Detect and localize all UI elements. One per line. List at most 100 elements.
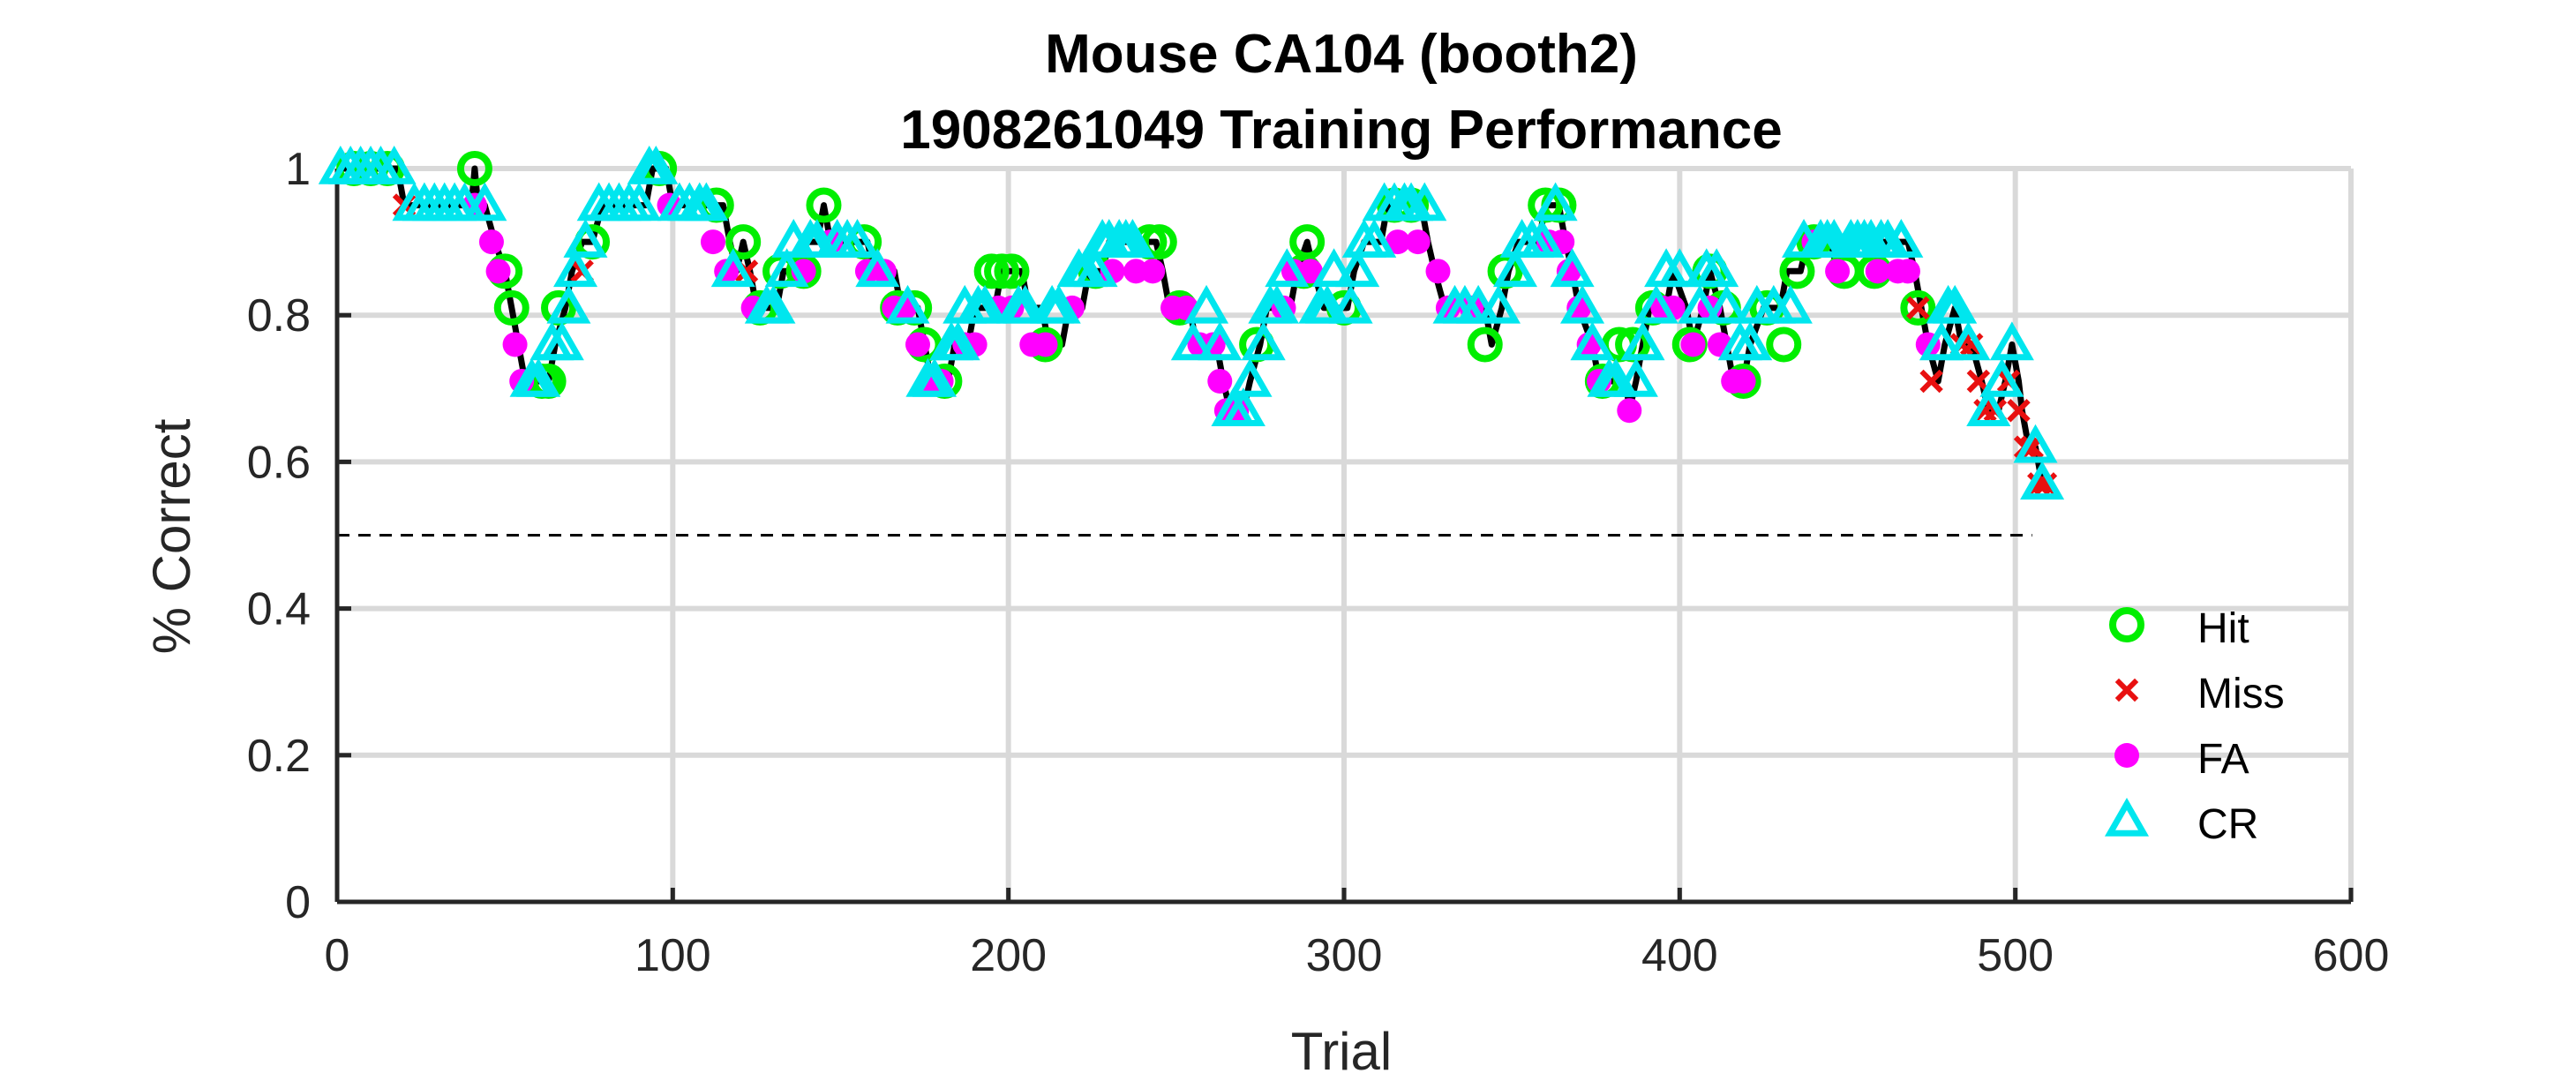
cr-point-62 — [1170, 321, 1215, 361]
cr-point-103 — [1678, 284, 1723, 324]
fa-point-37 — [1297, 259, 1323, 284]
cr-point-14 — [516, 357, 561, 397]
miss-point-4 — [1919, 369, 1943, 394]
cr-point-105 — [1694, 248, 1739, 288]
cr-point-56 — [1073, 248, 1118, 288]
x-tick-label-0: 0 — [325, 930, 350, 981]
x-axis-label: Trial — [1291, 1022, 1392, 1081]
cr-point-129 — [1989, 321, 2034, 361]
cr-point-12 — [462, 182, 507, 221]
cr-point-93 — [1550, 248, 1595, 288]
hit-point-24 — [994, 253, 1030, 289]
hit-point-36 — [1467, 327, 1503, 363]
cr-point-18 — [553, 248, 598, 288]
x-tick-label-500: 500 — [1977, 930, 2054, 981]
cr-point-92 — [1533, 182, 1578, 221]
fa-point-49 — [1617, 398, 1642, 424]
cr-point-49 — [963, 284, 1008, 324]
cr-point-34 — [764, 248, 809, 288]
cr-point-33 — [751, 284, 796, 324]
cr-point-102 — [1657, 248, 1702, 288]
fa-point-2 — [485, 259, 511, 284]
legend-item-fa: FA — [2114, 736, 2249, 783]
cr-point-76 — [1335, 248, 1380, 288]
miss-point-11 — [2007, 398, 2031, 423]
chart-title-line-2: 1908261049 Training Performance — [900, 100, 1782, 161]
legend-item-hit: Hit — [2109, 605, 2249, 652]
legend-symbol-miss — [2114, 678, 2139, 702]
legend-marker-fa — [2114, 743, 2139, 768]
hit-point-16 — [806, 187, 842, 223]
fa-point-32 — [1207, 368, 1233, 394]
cr-point-51 — [1003, 284, 1048, 324]
cr-point-30 — [684, 182, 729, 221]
cr-point-127 — [1966, 387, 2011, 426]
cr-point-42 — [885, 284, 930, 324]
cr-point-61 — [1110, 219, 1155, 258]
fa-point-40 — [1425, 259, 1451, 284]
cr-point-88 — [1492, 248, 1538, 288]
x-tick-label-600: 600 — [2313, 930, 2390, 981]
cr-point-46 — [935, 321, 980, 361]
x-tick-label-200: 200 — [970, 930, 1047, 981]
fa-point-27 — [1140, 259, 1166, 284]
cr-point-125 — [1933, 284, 1978, 324]
y-axis-label: % Correct — [142, 418, 201, 654]
fa-point-1 — [478, 229, 504, 255]
hit-point-54 — [1900, 289, 1936, 326]
cr-point-5 — [372, 145, 417, 184]
legend-symbol-cr — [2104, 797, 2150, 837]
cr-point-44 — [912, 357, 958, 397]
miss-point-3 — [1906, 296, 1930, 320]
fa-point-3 — [502, 332, 528, 357]
cr-point-100 — [1633, 284, 1679, 324]
x-tick-labels: 0 100 200 300 400 500 600 — [325, 930, 2390, 981]
legend-label-miss: Miss — [2197, 671, 2285, 717]
cr-point-106 — [1704, 284, 1749, 324]
cr-point-24 — [617, 182, 662, 221]
cr-point-95 — [1570, 321, 1615, 361]
cr-point-53 — [1036, 284, 1081, 324]
axes — [334, 166, 2354, 905]
cr-point-123 — [1919, 321, 1964, 361]
cr-point-99 — [1620, 321, 1665, 361]
fa-point-59 — [1865, 259, 1890, 284]
y-tick-label-0-8: 0.8 — [247, 290, 311, 342]
cr-point-16 — [539, 321, 584, 361]
fa-point-56 — [1731, 368, 1756, 394]
cr-point-122 — [1879, 219, 1924, 258]
cr-point-19 — [563, 219, 608, 258]
legend-symbol-hit — [2109, 607, 2144, 642]
cr-point-41 — [855, 248, 900, 288]
cr-point-66 — [1220, 387, 1265, 426]
y-tick-label-0-4: 0.4 — [247, 584, 311, 635]
hit-point-3 — [456, 151, 492, 186]
legend-marker-cr — [2104, 797, 2150, 837]
legend-label-fa: FA — [2197, 736, 2249, 783]
legend-marker-hit — [2109, 607, 2144, 642]
cr-point-71 — [1265, 248, 1310, 288]
hit-point-32 — [1289, 224, 1326, 260]
cr-point-63 — [1184, 284, 1229, 324]
legend-label-cr: CR — [2197, 801, 2258, 848]
legend-item-cr: CR — [2104, 797, 2258, 848]
legend-symbol-fa — [2114, 743, 2139, 768]
miss-point-7 — [1966, 369, 1991, 394]
cr-point-128 — [1979, 357, 2024, 397]
fa-point-61 — [1895, 259, 1920, 284]
fa-point-58 — [1825, 259, 1851, 284]
y-tick-label-1: 1 — [285, 144, 311, 195]
cr-point-75 — [1328, 284, 1373, 324]
fa-point-38 — [1385, 229, 1410, 255]
cr-point-70 — [1254, 284, 1299, 324]
cr-point-83 — [1402, 182, 1447, 221]
cr-point-94 — [1560, 284, 1605, 324]
cr-point-111 — [1768, 284, 1813, 324]
x-tick-label-400: 400 — [1641, 930, 1718, 981]
hit-point-49 — [1766, 327, 1802, 363]
legend-item-miss: Miss — [2114, 671, 2285, 717]
cr-point-73 — [1304, 284, 1350, 324]
y-tick-label-0-6: 0.6 — [247, 437, 311, 488]
fa-point-39 — [1405, 229, 1431, 255]
